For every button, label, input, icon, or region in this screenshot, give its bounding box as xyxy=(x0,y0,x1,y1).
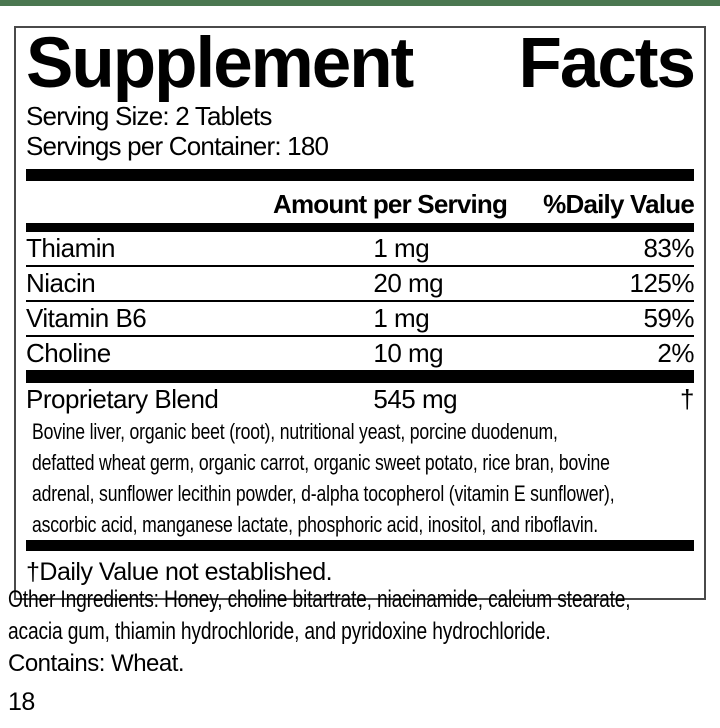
proprietary-blend-dagger: † xyxy=(680,384,694,415)
proprietary-blend-row: Proprietary Blend 545 mg † xyxy=(26,383,694,416)
column-header-row: Amount per Serving %Daily Value xyxy=(26,181,695,223)
daily-value-header: %Daily Value xyxy=(543,189,695,220)
page-number: 18 xyxy=(8,688,35,716)
nutrient-row-vitamin-b6: Vitamin B6 1 mg 59% xyxy=(26,300,694,335)
nutrient-name: Vitamin B6 xyxy=(26,303,147,334)
blend-description-line: adrenal, sunflower lecithin powder, d-al… xyxy=(32,481,615,507)
nutrient-row-thiamin: Thiamin 1 mg 83% xyxy=(26,232,694,265)
amount-per-serving-header: Amount per Serving xyxy=(273,189,508,220)
thick-divider-above-footnote xyxy=(26,540,694,552)
nutrient-row-niacin: Niacin 20 mg 125% xyxy=(26,265,694,300)
blend-description-line: ascorbic acid, manganese lactate, phosph… xyxy=(32,512,599,538)
panel-title: Supplement Facts xyxy=(26,24,696,103)
blend-description-line: defatted wheat germ, organic carrot, org… xyxy=(32,450,610,476)
daily-value-footnote: †Daily Value not established. xyxy=(26,558,333,587)
thick-divider-above-blend xyxy=(26,370,694,384)
supplement-facts-panel: Supplement Facts Serving Size: 2 Tablets… xyxy=(14,24,706,601)
blend-description-line: Bovine liver, organic beet (root), nutri… xyxy=(32,419,558,445)
panel-title-word-facts: Facts xyxy=(518,24,696,103)
nutrient-daily-value: 83% xyxy=(643,233,694,264)
serving-size-text: Serving Size: 2 Tablets xyxy=(26,101,272,132)
nutrient-name: Choline xyxy=(26,338,111,369)
panel-title-word-supplement: Supplement xyxy=(26,24,414,103)
nutrient-row-choline: Choline 10 mg 2% xyxy=(26,335,694,370)
proprietary-blend-description: Bovine liver, organic beet (root), nutri… xyxy=(26,416,694,540)
servings-per-container-text: Servings per Container: 180 xyxy=(26,131,329,162)
nutrient-daily-value: 59% xyxy=(643,303,694,334)
nutrient-amount: 1 mg xyxy=(373,303,430,334)
other-ingredients-line: Other Ingredients: Honey, choline bitart… xyxy=(8,586,631,613)
proprietary-blend-amount: 545 mg xyxy=(373,384,458,415)
nutrient-name: Niacin xyxy=(26,268,96,299)
other-ingredients-line: acacia gum, thiamin hydrochloride, and p… xyxy=(8,618,551,645)
other-ingredients-block: Other Ingredients: Honey, choline bitart… xyxy=(8,584,720,648)
nutrient-amount: 10 mg xyxy=(373,338,444,369)
thick-divider-top xyxy=(26,169,694,182)
nutrient-amount: 1 mg xyxy=(373,233,430,264)
thick-divider-under-header xyxy=(26,223,694,233)
nutrient-daily-value: 125% xyxy=(629,268,695,299)
nutrient-amount: 20 mg xyxy=(373,268,444,299)
nutrient-daily-value: 2% xyxy=(657,338,694,369)
contains-statement: Contains: Wheat. xyxy=(8,650,185,677)
top-accent-bar xyxy=(0,0,720,6)
nutrient-name: Thiamin xyxy=(26,233,115,264)
proprietary-blend-name: Proprietary Blend xyxy=(26,384,219,415)
